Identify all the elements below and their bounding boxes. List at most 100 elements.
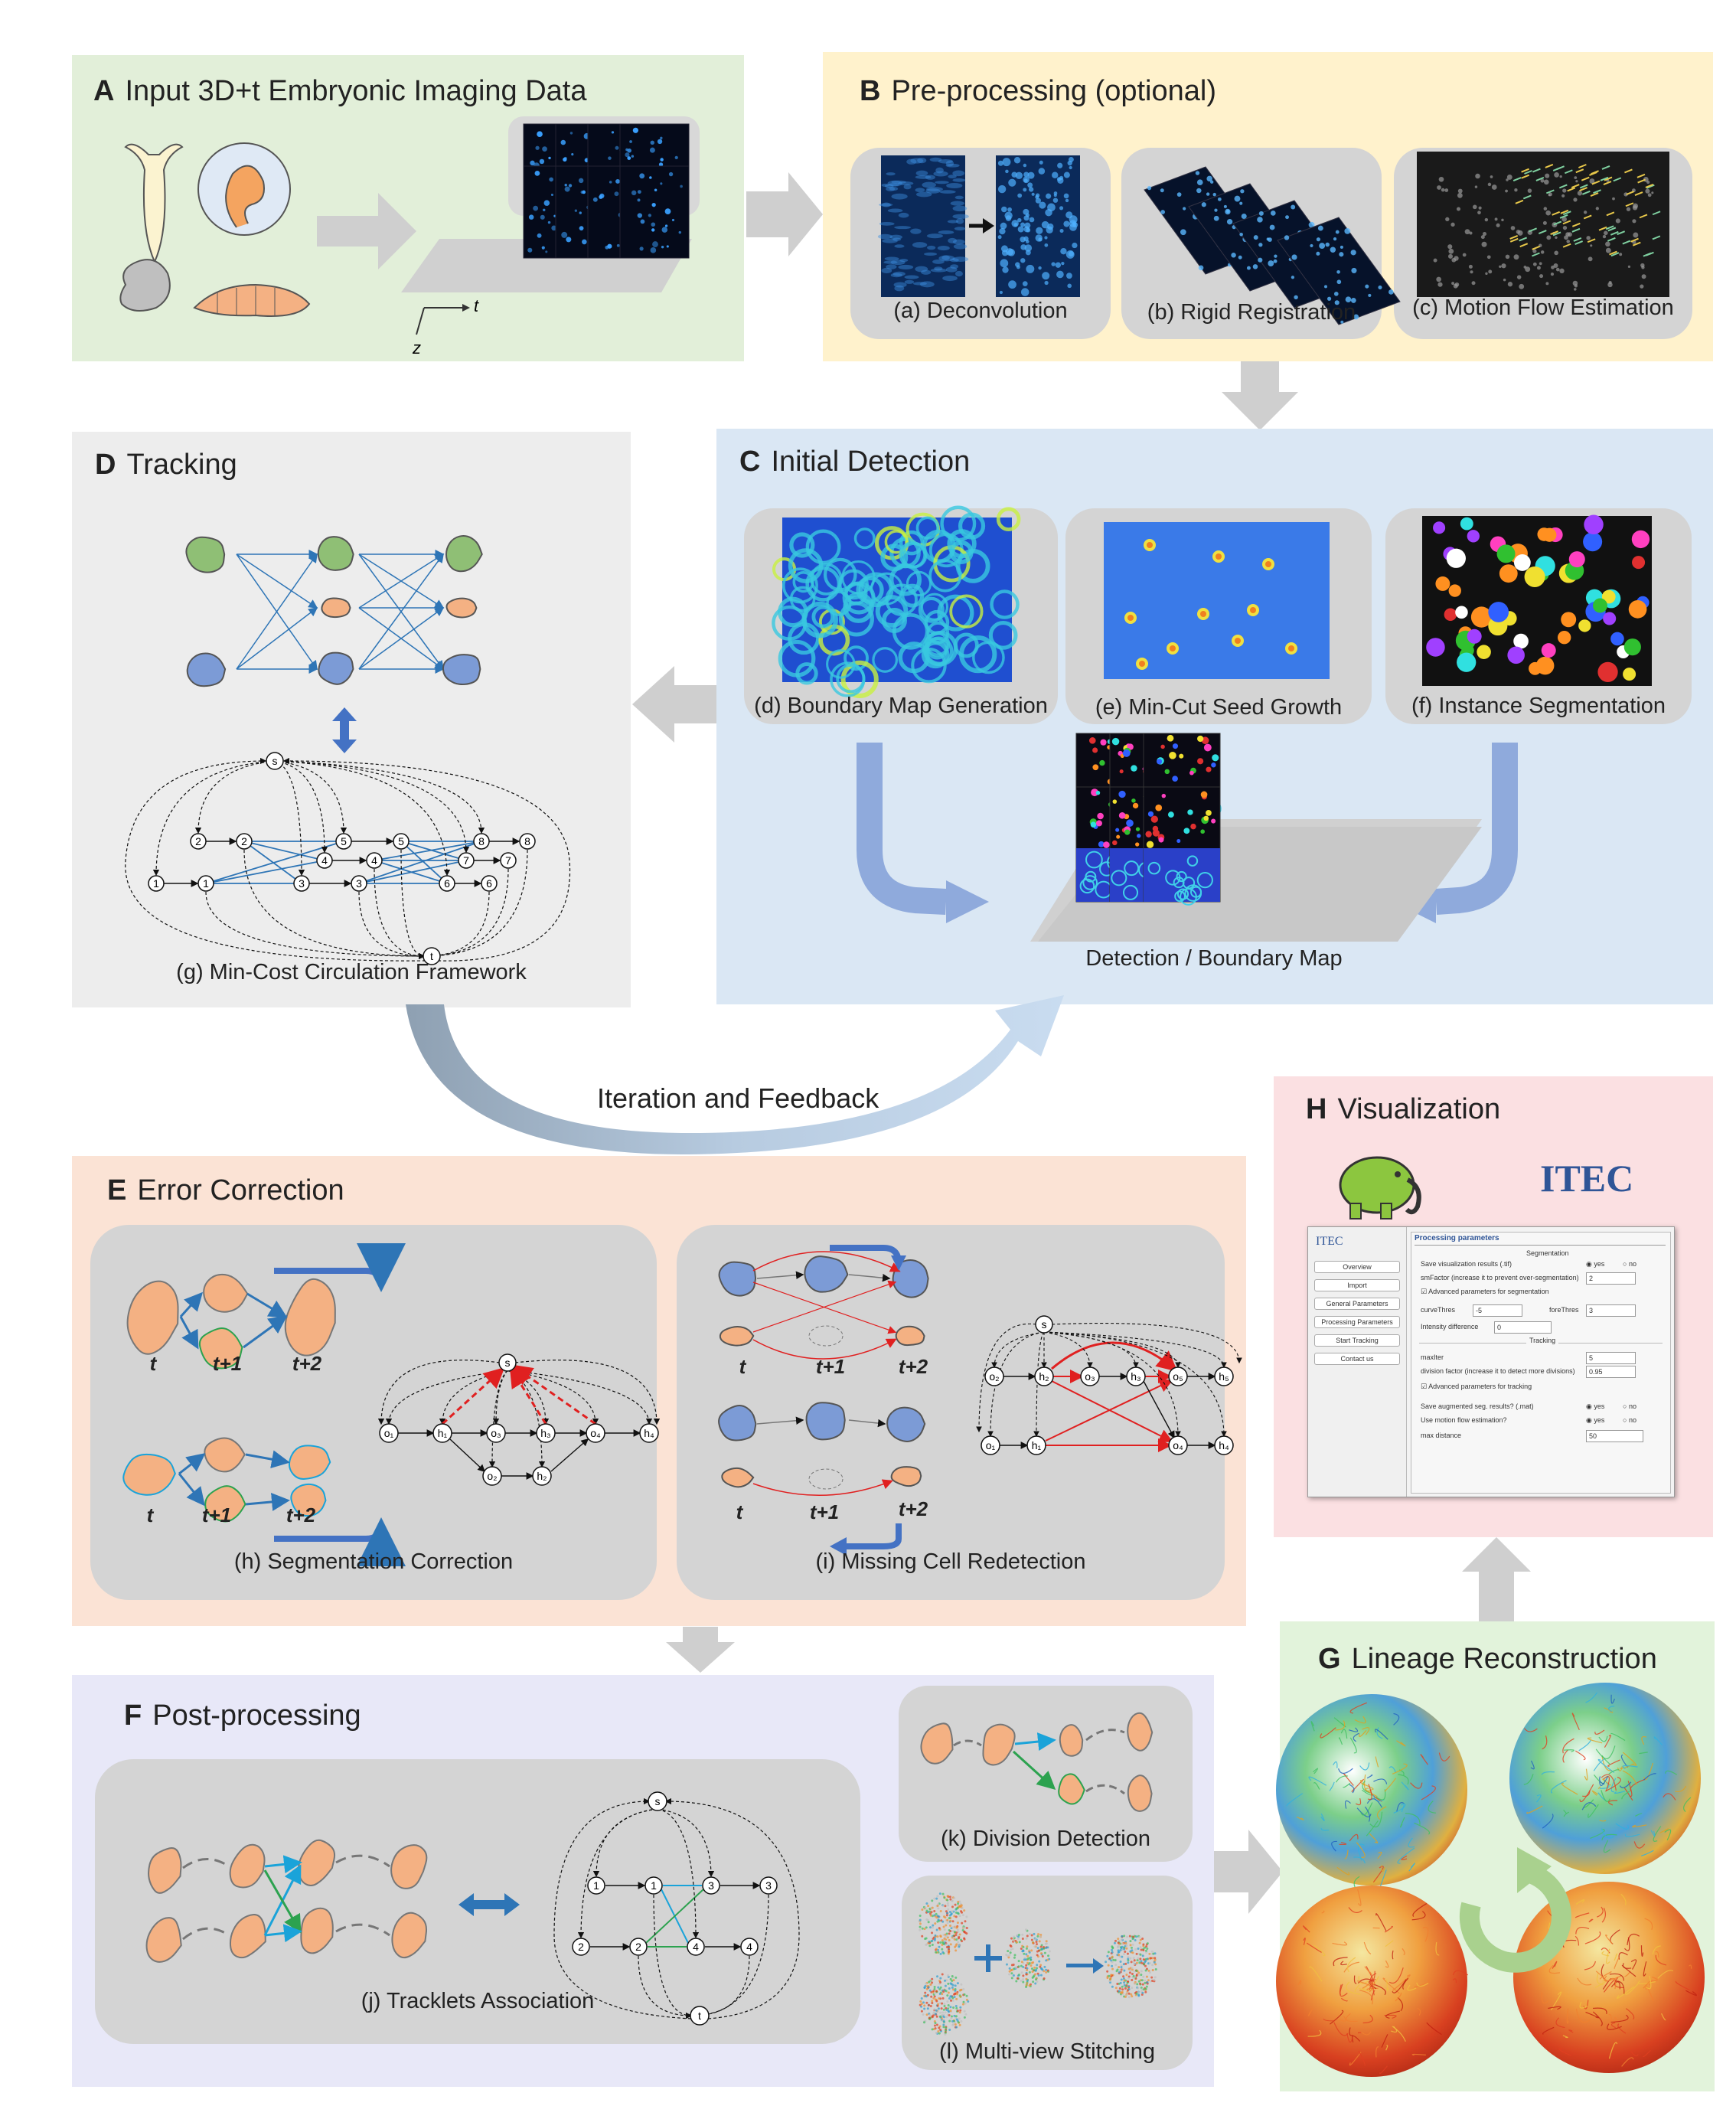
svg-text:8: 8 (524, 835, 530, 847)
svg-text:h₂: h₂ (1039, 1370, 1049, 1383)
axis-t-label: t (474, 296, 479, 315)
svg-text:3: 3 (765, 1879, 772, 1892)
ui-adv-seg-checkbox[interactable]: ☑ Advanced parameters for segmentation (1421, 1288, 1549, 1295)
motion-flow-image (1417, 152, 1669, 297)
deconvolution-images (877, 155, 1080, 297)
arrow-c-to-d (632, 666, 716, 743)
ui-maxiter-label: maxIter (1421, 1353, 1444, 1361)
time-label-t-c: t (739, 1355, 746, 1378)
ui-division-field[interactable]: 0.95 (1586, 1366, 1636, 1378)
ui-btn-processing[interactable]: Processing Parameters (1314, 1316, 1400, 1328)
time-label-t-d: t (736, 1500, 743, 1523)
time-label-t1: t+1 (212, 1352, 243, 1375)
caption-boundary-map: (d) Boundary Map Generation (754, 694, 1048, 718)
panel-h: H Visualization ITEC ITEC Overview Import… (1274, 1076, 1713, 1537)
caption-division: (k) Division Detection (941, 1827, 1150, 1851)
svg-text:o₂: o₂ (989, 1370, 999, 1383)
arrow-a-to-b (746, 172, 823, 256)
time-label-t2-d: t+2 (898, 1497, 928, 1520)
panel-c: C Initial Detection (d) Boundary Map Gene… (716, 429, 1713, 1004)
ui-smfactor-field[interactable]: 2 (1586, 1272, 1636, 1285)
time-label-t1-c: t+1 (815, 1355, 846, 1378)
seg-correction-diagram: s o₁ h₁ o₃ h₃ o₄ h₄ o₂ h₂ (122, 1242, 661, 1567)
ui-intensity-field[interactable]: 0 (1494, 1321, 1552, 1334)
svg-text:2: 2 (578, 1941, 584, 1953)
panel-g: G Lineage Reconstruction (1276, 1621, 1715, 2091)
svg-text:s: s (272, 755, 278, 767)
ui-motion-yes[interactable]: ◉ yes (1586, 1416, 1605, 1424)
ui-section-segmentation: Segmentation (1526, 1249, 1569, 1257)
image-stack-a: t z (401, 116, 700, 358)
svg-text:2: 2 (635, 1941, 641, 1953)
iteration-feedback-arrow (406, 995, 1064, 1155)
ui-btn-contact[interactable]: Contact us (1314, 1353, 1400, 1365)
ui-save-aug-yes[interactable]: ◉ yes (1586, 1402, 1605, 1410)
svg-text:1: 1 (593, 1879, 599, 1892)
svg-text:3: 3 (356, 877, 362, 890)
svg-text:6: 6 (444, 877, 450, 890)
panel-a-title: A Input 3D+t Embryonic Imaging Data (93, 75, 587, 107)
arrow-b-to-c (1222, 361, 1298, 430)
ui-maxiter-field[interactable]: 5 (1586, 1352, 1636, 1364)
lineage-spheres (1276, 1683, 1705, 2077)
svg-text:o₃: o₃ (1085, 1370, 1095, 1383)
ui-btn-overview[interactable]: Overview (1314, 1261, 1400, 1273)
panel-c-title: C Initial Detection (739, 446, 971, 478)
svg-text:h₃: h₃ (540, 1427, 551, 1439)
svg-text:1: 1 (153, 877, 159, 890)
panel-d-title: D Tracking (95, 449, 237, 481)
boundary-map-image (772, 505, 1021, 698)
ui-max-distance-field[interactable]: 50 (1586, 1430, 1643, 1442)
itec-logo-text: ITEC (1540, 1157, 1634, 1200)
ui-save-vis-no[interactable]: ○ no (1623, 1260, 1636, 1268)
panel-g-title: G Lineage Reconstruction (1318, 1643, 1657, 1675)
svg-text:h₂: h₂ (537, 1470, 547, 1482)
time-label-t: t (149, 1352, 157, 1375)
svg-text:1: 1 (203, 877, 209, 890)
detection-result (857, 733, 1518, 942)
ui-save-vis-label: Save visualization results (.tif) (1421, 1260, 1512, 1268)
svg-text:t: t (698, 2010, 701, 2022)
panel-e-title: E Error Correction (107, 1174, 344, 1206)
ui-btn-import[interactable]: Import (1314, 1279, 1400, 1291)
svg-text:h₁: h₁ (1032, 1439, 1042, 1451)
svg-text:3: 3 (708, 1879, 714, 1892)
arrow-a-inner (317, 193, 416, 269)
ui-save-aug-label: Save augmented seg. results? (.mat) (1421, 1402, 1534, 1410)
ui-save-vis-yes[interactable]: ◉ yes (1586, 1260, 1605, 1268)
caption-seg-correction: (h) Segmentation Correction (233, 1549, 514, 1574)
bidirectional-arrow (332, 707, 357, 753)
svg-text:7: 7 (505, 854, 511, 867)
division-diagram (920, 1712, 1154, 1812)
svg-text:4: 4 (746, 1941, 752, 1953)
svg-text:o₃: o₃ (491, 1427, 501, 1439)
ui-save-aug-no[interactable]: ○ no (1623, 1402, 1636, 1410)
svg-text:h₁: h₁ (438, 1427, 448, 1439)
svg-text:6: 6 (486, 877, 492, 890)
ui-curvethres-field[interactable]: -5 (1473, 1304, 1522, 1317)
svg-text:s: s (655, 1795, 661, 1807)
instance-seg-image (1422, 514, 1652, 686)
ui-panel-heading: Processing parameters (1415, 1234, 1499, 1242)
ui-btn-general[interactable]: General Parameters (1314, 1298, 1400, 1310)
registration-images (1144, 166, 1401, 325)
ui-adv-track-checkbox[interactable]: ☑ Advanced parameters for tracking (1421, 1383, 1532, 1390)
caption-min-cut: (e) Min-Cut Seed Growth (1095, 695, 1343, 720)
panel-b: B Pre-processing (optional) (a) Deconvolu… (823, 52, 1713, 361)
ui-btn-start-tracking[interactable]: Start Tracking (1314, 1334, 1400, 1347)
tracking-cells-diagram (185, 535, 483, 687)
svg-text:2: 2 (241, 835, 247, 847)
time-label-t-b: t (146, 1504, 154, 1526)
ui-max-distance-label: max distance (1421, 1432, 1462, 1439)
min-cost-circulation-graph: 1 12 23 34 45 56 67 78 8st (125, 752, 571, 965)
ui-sidebar-title: ITEC (1316, 1235, 1343, 1248)
caption-registration: (b) Rigid Registration (1147, 300, 1356, 325)
axis-z-label: z (412, 338, 421, 358)
ui-smfactor-label: smFactor (increase it to prevent over-se… (1421, 1274, 1579, 1282)
svg-text:o₁: o₁ (384, 1427, 394, 1439)
ui-intensity-label: Intensity difference (1421, 1323, 1479, 1330)
svg-text:h₅: h₅ (1219, 1370, 1229, 1383)
ui-forethres-field[interactable]: 3 (1586, 1304, 1636, 1317)
ui-motion-no[interactable]: ○ no (1623, 1416, 1636, 1424)
svg-text:3: 3 (299, 877, 305, 890)
